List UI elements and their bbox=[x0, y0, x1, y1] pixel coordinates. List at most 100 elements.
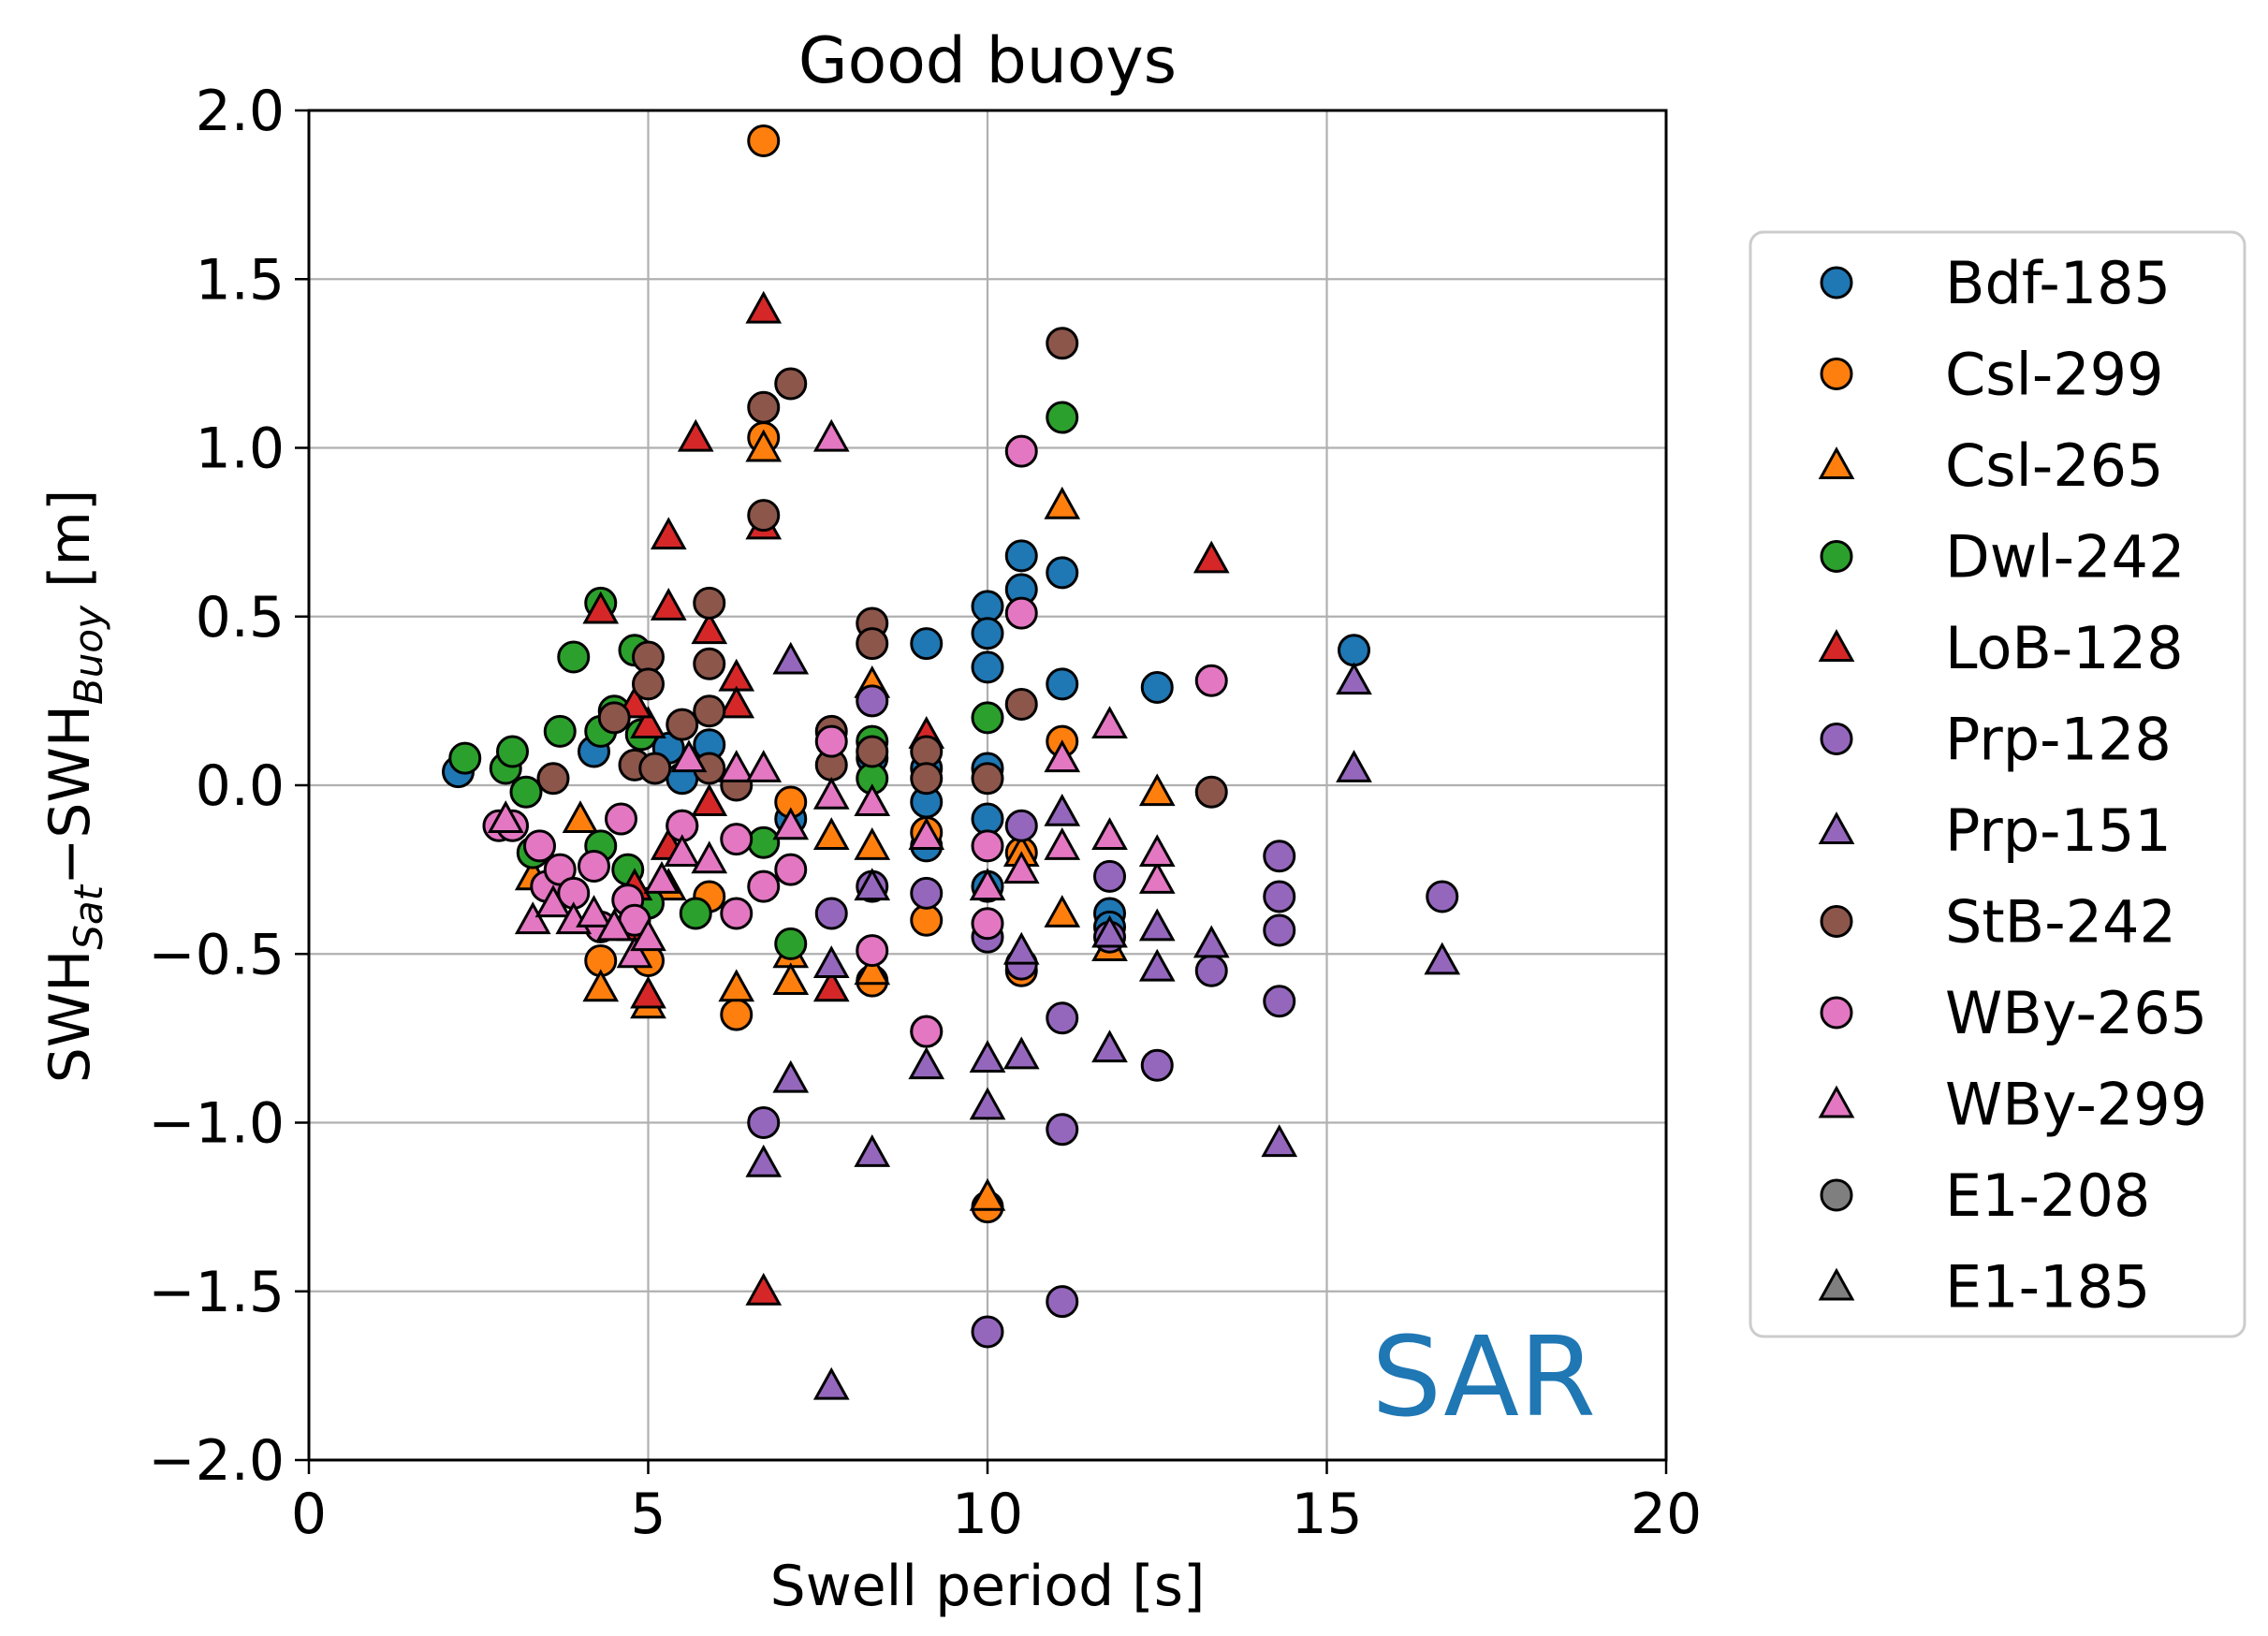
point-wby-299 bbox=[1138, 861, 1176, 894]
point-prp-128 bbox=[1426, 880, 1459, 913]
point-wby-265 bbox=[1194, 664, 1228, 697]
point-wby-265 bbox=[720, 897, 754, 930]
point-stb-242 bbox=[666, 708, 699, 741]
point-stb-242 bbox=[693, 694, 726, 728]
point-csl-265 bbox=[969, 1177, 1006, 1211]
point-stb-242 bbox=[536, 762, 570, 796]
y-tick-label: 1.5 bbox=[196, 247, 285, 313]
legend-marker-csl-299 bbox=[1820, 358, 1853, 390]
sar-annotation: SAR bbox=[1371, 1312, 1596, 1441]
y-tick-label: −1.5 bbox=[148, 1260, 285, 1325]
point-dwl-242 bbox=[509, 775, 543, 809]
point-wby-299 bbox=[1091, 817, 1128, 851]
legend-label-wby-299: WBy-299 bbox=[1945, 1071, 2207, 1139]
point-prp-151 bbox=[745, 1144, 783, 1177]
point-wby-299 bbox=[1044, 827, 1081, 860]
data-points bbox=[442, 124, 1461, 1400]
point-stb-242 bbox=[1194, 775, 1228, 809]
point-stb-242 bbox=[747, 390, 781, 424]
point-wby-299 bbox=[1138, 834, 1176, 868]
legend-marker-wby-265 bbox=[1820, 996, 1853, 1030]
legend-marker-csl-265 bbox=[1818, 446, 1855, 479]
point-stb-242 bbox=[747, 499, 781, 533]
point-prp-151 bbox=[1091, 914, 1128, 948]
point-prp-151 bbox=[969, 1040, 1006, 1073]
point-bdf-185 bbox=[1046, 667, 1079, 701]
legend-marker-e1-185 bbox=[1818, 1267, 1855, 1301]
legend-marker-bdf-185 bbox=[1820, 266, 1853, 299]
legend-marker-dwl-242 bbox=[1820, 540, 1853, 573]
point-stb-242 bbox=[632, 640, 665, 674]
point-prp-151 bbox=[1002, 931, 1040, 965]
legend-label-bdf-185: Bdf-185 bbox=[1945, 249, 2171, 317]
point-lob-128 bbox=[745, 1272, 783, 1306]
point-stb-242 bbox=[856, 627, 889, 661]
point-dwl-242 bbox=[496, 735, 529, 768]
point-lob-128 bbox=[718, 685, 755, 719]
point-prp-151 bbox=[1336, 662, 1372, 695]
point-wby-265 bbox=[856, 934, 889, 968]
point-lob-128 bbox=[691, 611, 728, 645]
point-prp-151 bbox=[812, 1366, 850, 1400]
x-tick-label: 10 bbox=[952, 1482, 1023, 1547]
point-prp-151 bbox=[812, 945, 850, 979]
point-prp-128 bbox=[747, 1106, 781, 1139]
point-stb-242 bbox=[597, 701, 631, 735]
point-wby-265 bbox=[971, 829, 1004, 863]
point-prp-151 bbox=[854, 1134, 891, 1167]
point-prp-151 bbox=[1138, 948, 1176, 982]
legend-label-lob-128: LoB-128 bbox=[1945, 614, 2184, 682]
point-prp-128 bbox=[1194, 954, 1228, 987]
point-wby-265 bbox=[747, 869, 781, 903]
point-wby-265 bbox=[971, 907, 1004, 941]
point-stb-242 bbox=[693, 586, 726, 620]
point-wby-265 bbox=[814, 724, 848, 758]
y-tick-label: 1.0 bbox=[196, 416, 285, 482]
point-prp-151 bbox=[1138, 908, 1176, 942]
point-bdf-185 bbox=[1338, 634, 1370, 667]
point-prp-128 bbox=[1004, 809, 1038, 842]
point-lob-128 bbox=[630, 706, 666, 739]
point-lob-128 bbox=[812, 969, 850, 1002]
point-wby-265 bbox=[605, 802, 637, 836]
y-tick-label: −0.5 bbox=[148, 922, 285, 987]
point-wby-299 bbox=[812, 776, 850, 810]
legend-label-prp-128: Prp-128 bbox=[1945, 706, 2172, 774]
legend-marker-lob-128 bbox=[1818, 629, 1855, 662]
point-lob-128 bbox=[1193, 540, 1230, 574]
point-stb-242 bbox=[910, 735, 944, 768]
point-csl-265 bbox=[718, 969, 755, 1002]
point-prp-128 bbox=[1046, 1001, 1079, 1035]
point-lob-128 bbox=[630, 975, 666, 1009]
point-csl-299 bbox=[747, 124, 781, 157]
point-wby-299 bbox=[772, 807, 810, 840]
point-wby-299 bbox=[854, 783, 891, 816]
point-prp-128 bbox=[1093, 859, 1126, 893]
y-label-sub1: Sat bbox=[66, 884, 111, 949]
y-tick-label: −1.0 bbox=[148, 1091, 285, 1157]
point-lob-128 bbox=[691, 783, 728, 816]
point-prp-151 bbox=[1091, 1030, 1128, 1063]
point-dwl-242 bbox=[774, 927, 808, 960]
legend-marker-e1-208 bbox=[1820, 1178, 1853, 1212]
point-stb-242 bbox=[971, 762, 1004, 796]
point-csl-265 bbox=[854, 827, 891, 860]
point-lob-128 bbox=[745, 290, 783, 324]
point-stb-242 bbox=[856, 735, 889, 768]
point-wby-265 bbox=[1004, 434, 1038, 468]
point-prp-128 bbox=[1046, 1285, 1079, 1319]
chart-title: Good buoys bbox=[798, 24, 1177, 98]
x-tick-label: 0 bbox=[291, 1482, 327, 1547]
point-prp-151 bbox=[1424, 942, 1461, 975]
point-wby-299 bbox=[969, 868, 1006, 901]
point-csl-299 bbox=[720, 998, 754, 1031]
point-wby-299 bbox=[812, 418, 850, 452]
point-lob-128 bbox=[677, 418, 714, 452]
legend-label-e1-208: E1-208 bbox=[1945, 1161, 2150, 1230]
point-wby-299 bbox=[1002, 851, 1040, 884]
point-wby-299 bbox=[1091, 706, 1128, 739]
point-stb-242 bbox=[638, 752, 672, 785]
point-prp-128 bbox=[814, 897, 848, 930]
point-prp-151 bbox=[1002, 1036, 1040, 1070]
